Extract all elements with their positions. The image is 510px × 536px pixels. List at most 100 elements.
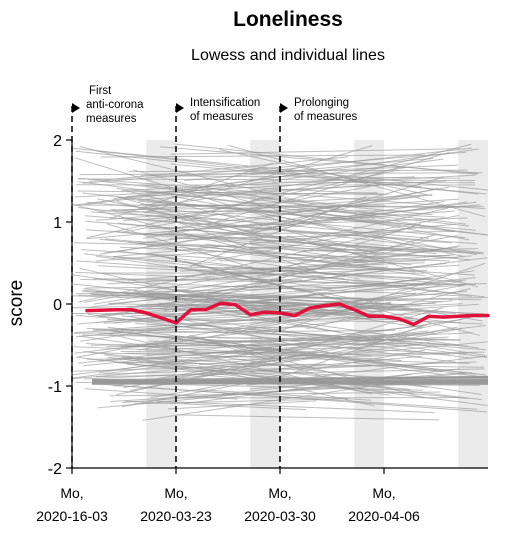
x-ticks: Mo, 2020-16-03 Mo, 2020-03-23 Mo, 2020-03-30 M… (36, 468, 420, 524)
x-tick-label: Mo, (372, 485, 395, 501)
individual-line (90, 262, 447, 308)
annotation-text: of measures (190, 111, 254, 123)
individual-line (103, 201, 468, 254)
annotation-marker (176, 103, 184, 113)
individual-line (175, 266, 428, 271)
individual-line (250, 176, 444, 235)
individual-line (125, 293, 363, 299)
individual-line (98, 265, 345, 279)
individual-line (154, 305, 343, 312)
annotation-marker (72, 103, 80, 113)
individual-line (117, 250, 459, 295)
individual-line (92, 303, 480, 331)
individual-line (100, 154, 426, 158)
individual-line (122, 198, 460, 222)
individual-line (84, 158, 444, 206)
individual-line (140, 175, 460, 179)
individual-line (117, 281, 473, 297)
individual-line (163, 194, 433, 230)
individual-line (150, 349, 426, 399)
lowess-series (85, 301, 490, 327)
x-tick-label: Mo, (268, 485, 291, 501)
annotation-marker (280, 103, 288, 113)
individual-line (115, 231, 376, 255)
individual-line (95, 196, 421, 221)
individual-line (86, 169, 398, 239)
y-tick-label: 2 (53, 133, 62, 150)
chart-subtitle: Lowess and individual lines (191, 47, 385, 64)
individual-line (120, 343, 417, 348)
individual-line (85, 215, 453, 244)
individual-line (72, 203, 271, 256)
y-tick-label: 1 (53, 215, 62, 232)
individual-line (109, 303, 405, 308)
x-tick-label: 2020-16-03 (36, 508, 108, 524)
individual-line (169, 303, 463, 319)
individual-line (142, 167, 406, 209)
individual-line (157, 202, 402, 226)
individual-line (191, 266, 389, 293)
individual-line (79, 267, 288, 317)
y-tick-label: 0 (53, 297, 62, 314)
individual-line (86, 204, 481, 240)
individual-line (229, 249, 426, 277)
individual-line (205, 243, 368, 264)
annotation-text: of measures (294, 111, 358, 123)
annotation-text: anti-corona (86, 99, 144, 111)
individual-line (189, 196, 367, 268)
individual-line (167, 400, 317, 410)
individual-line (172, 316, 335, 355)
individual-line (123, 352, 469, 364)
individual-lines (71, 143, 489, 421)
lowess-line (85, 301, 490, 327)
individual-line (142, 383, 386, 421)
individual-line (175, 192, 378, 196)
individual-line (86, 201, 466, 239)
individual-line (74, 174, 476, 198)
individual-line (121, 315, 473, 359)
individual-line (271, 181, 475, 184)
individual-line (82, 151, 467, 184)
x-tick-label: Mo, (164, 485, 187, 501)
individual-line (119, 246, 451, 262)
weekend-band (458, 140, 488, 468)
individual-line (90, 211, 245, 222)
individual-line (175, 414, 440, 421)
x-tick-label: 2020-03-30 (244, 508, 316, 524)
individual-line (73, 346, 302, 357)
individual-line (210, 215, 459, 262)
individual-line (156, 400, 435, 414)
x-tick-label: 2020-03-23 (140, 508, 212, 524)
individual-line (169, 234, 359, 240)
individual-line (248, 329, 459, 347)
y-ticks: 2 1 0 -1 -2 (48, 133, 72, 478)
x-tick-label: Mo, (60, 485, 83, 501)
y-tick-label: -2 (48, 461, 62, 478)
individual-line (72, 295, 359, 306)
individual-line (77, 178, 476, 181)
individual-line (127, 254, 455, 281)
individual-line (87, 351, 485, 360)
individual-line (285, 320, 479, 349)
individual-line (115, 210, 403, 213)
individual-line (160, 210, 455, 233)
individual-line (198, 349, 372, 366)
individual-line (77, 290, 468, 325)
individual-line (170, 148, 460, 155)
individual-line (78, 177, 486, 210)
individual-line (306, 288, 471, 330)
annotation-text: Intensification (190, 97, 260, 109)
individual-line (95, 255, 332, 290)
individual-line (113, 223, 457, 258)
individual-line (224, 267, 460, 283)
individual-line (228, 145, 486, 218)
individual-line (100, 180, 466, 225)
individual-line (90, 338, 363, 346)
individual-line (110, 162, 274, 219)
individual-line (200, 309, 486, 356)
individual-line (121, 217, 477, 245)
annotation-text: measures (86, 113, 137, 125)
individual-line (183, 318, 414, 321)
individual-line (138, 294, 341, 333)
